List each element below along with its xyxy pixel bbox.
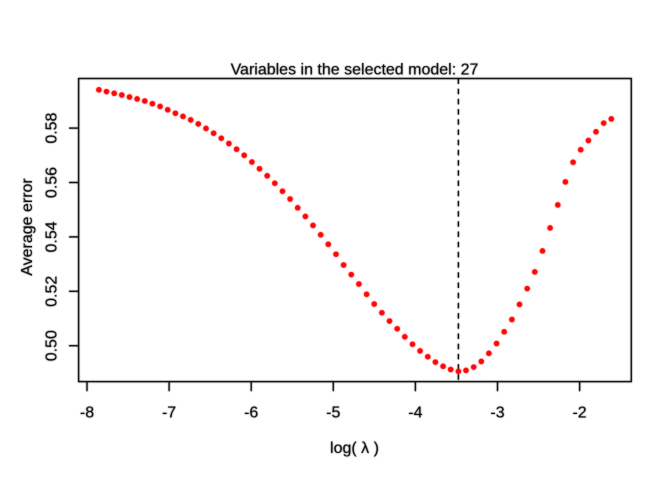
svg-text:0.58: 0.58 — [44, 112, 61, 143]
svg-text:0.52: 0.52 — [44, 276, 61, 307]
svg-text:-6: -6 — [244, 404, 258, 421]
svg-text:0.56: 0.56 — [44, 167, 61, 198]
svg-text:0.50: 0.50 — [44, 330, 61, 361]
svg-text:Variables in the selected mode: Variables in the selected model: 27 — [231, 62, 479, 79]
svg-text:-3: -3 — [490, 404, 504, 421]
svg-text:-2: -2 — [572, 404, 586, 421]
svg-text:-4: -4 — [408, 404, 422, 421]
svg-text:-5: -5 — [326, 404, 340, 421]
svg-text:-8: -8 — [80, 404, 94, 421]
svg-text:-6: -6 — [244, 404, 258, 421]
svg-text:Average error: Average error — [19, 178, 36, 276]
svg-text:-7: -7 — [162, 404, 176, 421]
svg-text:log( λ ): log( λ ) — [330, 440, 379, 457]
svg-text:0.58: 0.58 — [44, 112, 61, 143]
svg-text:Variables in the selected mode: Variables in the selected model: 27 — [231, 62, 479, 79]
svg-text:0.54: 0.54 — [44, 221, 61, 252]
svg-text:-5: -5 — [326, 404, 340, 421]
svg-text:0.56: 0.56 — [44, 167, 61, 198]
svg-text:-3: -3 — [490, 404, 504, 421]
svg-text:0.52: 0.52 — [44, 276, 61, 307]
svg-text:-7: -7 — [162, 404, 176, 421]
svg-text:0.54: 0.54 — [44, 221, 61, 252]
svg-text:0.50: 0.50 — [44, 330, 61, 361]
svg-text:-8: -8 — [80, 404, 94, 421]
svg-text:-4: -4 — [408, 404, 422, 421]
svg-text:Average error: Average error — [19, 178, 36, 276]
svg-text:-2: -2 — [572, 404, 586, 421]
svg-text:log( λ ): log( λ ) — [330, 440, 379, 457]
